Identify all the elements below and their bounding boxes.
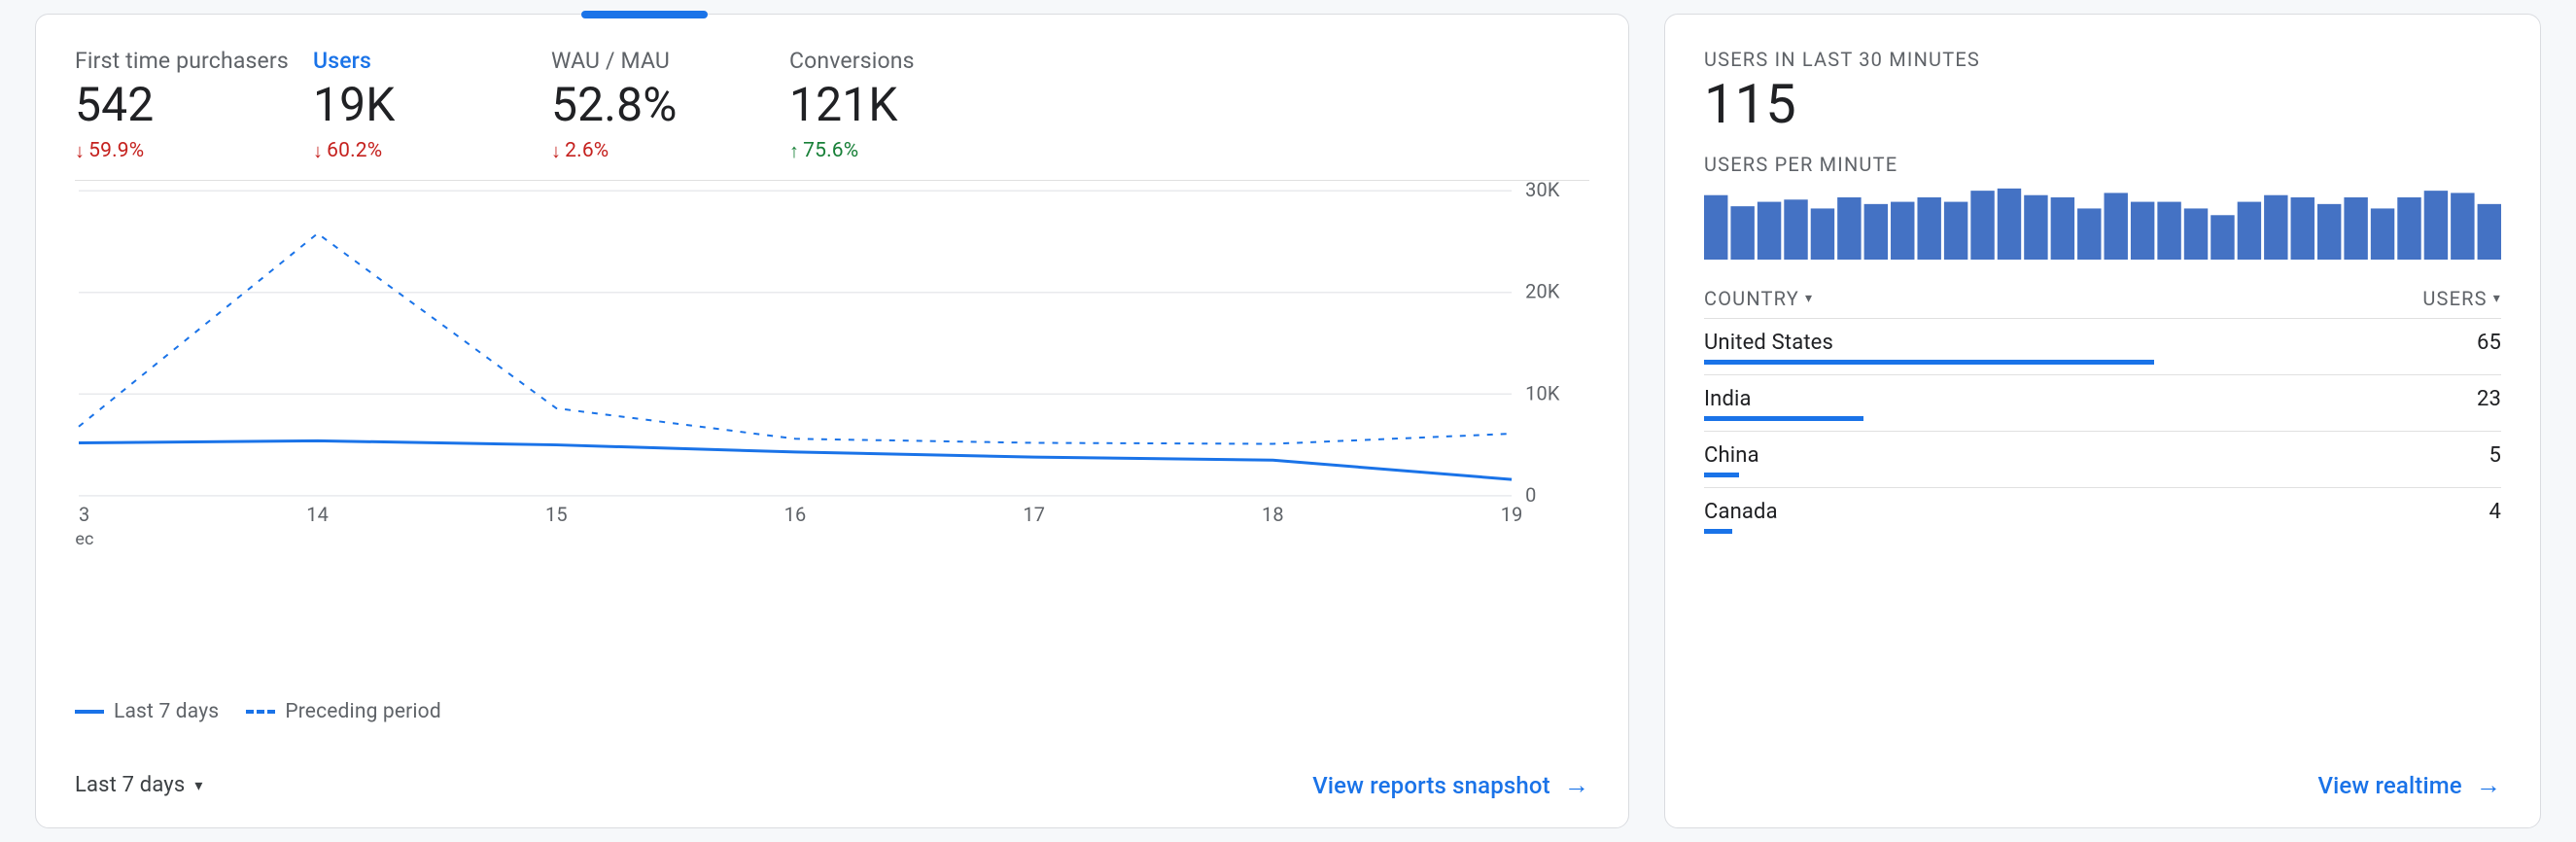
metric-conversions[interactable]: Conversions 121K ↑75.6% xyxy=(789,48,1027,162)
active-tab-indicator xyxy=(581,11,708,18)
metric-users[interactable]: Users 19K ↓60.2% xyxy=(313,48,551,162)
period-selector[interactable]: Last 7 days xyxy=(75,773,203,797)
metric-label: Conversions xyxy=(789,48,1027,74)
legend-item: Preceding period xyxy=(246,700,441,723)
legend-swatch xyxy=(75,710,104,714)
col-country-header[interactable]: COUNTRY xyxy=(1704,287,1813,310)
metric-delta-value: 60.2% xyxy=(327,139,382,162)
svg-text:0: 0 xyxy=(1525,483,1536,507)
country-users: 4 xyxy=(2489,500,2501,524)
country-bar xyxy=(1704,360,2154,365)
metric-delta: ↓2.6% xyxy=(551,139,789,162)
country-name: United States xyxy=(1704,331,1833,355)
country-bar xyxy=(1704,416,1863,421)
legend-swatch xyxy=(246,710,275,714)
metric-label: First time purchasers xyxy=(75,48,313,74)
realtime-card: USERS IN LAST 30 MINUTES 115 USERS PER M… xyxy=(1664,14,2541,828)
country-bar xyxy=(1704,473,1739,477)
country-name: China xyxy=(1704,443,1759,468)
rt-users-30min-value: 115 xyxy=(1704,77,2501,131)
link-label: View reports snapshot xyxy=(1312,772,1550,799)
arrow-down-icon: ↓ xyxy=(75,141,85,160)
users-per-minute-sparkbar xyxy=(1704,182,2501,260)
arrow-right-icon: → xyxy=(2476,770,2501,800)
chart-legend: Last 7 days Preceding period xyxy=(75,700,1589,723)
arrow-down-icon: ↓ xyxy=(313,141,323,160)
arrow-down-icon: ↓ xyxy=(551,141,561,160)
metric-delta-value: 2.6% xyxy=(565,139,609,162)
metrics-row: First time purchasers542↓59.9%Users19K↓6… xyxy=(75,48,1589,162)
legend-item: Last 7 days xyxy=(75,700,219,723)
legend-label: Preceding period xyxy=(285,700,441,723)
view-realtime-link[interactable]: View realtime → xyxy=(2317,770,2501,800)
legend-label: Last 7 days xyxy=(114,700,219,723)
country-users: 23 xyxy=(2477,387,2501,411)
svg-text:14: 14 xyxy=(306,503,329,526)
table-row[interactable]: China 5 xyxy=(1704,431,2501,487)
metric-value: 121K xyxy=(789,80,1027,131)
rt-table-header: COUNTRY USERS xyxy=(1704,287,2501,318)
svg-text:13: 13 xyxy=(75,503,89,526)
metric-value: 52.8% xyxy=(551,80,789,131)
rt-users-per-minute-label: USERS PER MINUTE xyxy=(1704,153,2501,176)
svg-text:18: 18 xyxy=(1262,503,1284,526)
link-label: View realtime xyxy=(2317,772,2461,799)
rt-table-body: United States 65 India 23 China 5 Canada 4 xyxy=(1704,318,2501,544)
metric-wau-mau[interactable]: WAU / MAU 52.8% ↓2.6% xyxy=(551,48,789,162)
table-row[interactable]: India 23 xyxy=(1704,374,2501,431)
svg-text:17: 17 xyxy=(1023,503,1045,526)
metric-delta: ↓59.9% xyxy=(75,139,313,162)
metric-delta-value: 75.6% xyxy=(803,139,858,162)
metric-value: 19K xyxy=(313,80,551,131)
svg-text:15: 15 xyxy=(545,503,568,526)
metric-delta: ↓60.2% xyxy=(313,139,551,162)
metric-delta: ↑75.6% xyxy=(789,139,1027,162)
metric-label: WAU / MAU xyxy=(551,48,789,74)
country-name: India xyxy=(1704,387,1752,411)
svg-text:10K: 10K xyxy=(1525,381,1560,404)
country-name: Canada xyxy=(1704,500,1778,524)
svg-text:16: 16 xyxy=(784,503,807,526)
country-bar xyxy=(1704,529,1732,534)
arrow-right-icon: → xyxy=(1564,770,1589,800)
metric-first-time-purchasers[interactable]: First time purchasers 542 ↓59.9% xyxy=(75,48,313,162)
svg-text:Dec: Dec xyxy=(75,529,94,549)
metric-delta-value: 59.9% xyxy=(88,139,144,162)
period-label: Last 7 days xyxy=(75,773,185,797)
country-users: 5 xyxy=(2489,443,2501,468)
view-reports-snapshot-link[interactable]: View reports snapshot → xyxy=(1312,770,1589,800)
col-users-header[interactable]: USERS xyxy=(2422,287,2501,310)
col-country-label: COUNTRY xyxy=(1704,287,1799,310)
chart-zone: 0 10K 20K 30K 13 Dec 14 15 16 17 18 19 xyxy=(75,180,1589,690)
overview-card: First time purchasers542↓59.9%Users19K↓6… xyxy=(35,14,1629,828)
rt-users-30min-label: USERS IN LAST 30 MINUTES xyxy=(1704,48,2501,71)
line-chart: 0 10K 20K 30K 13 Dec 14 15 16 17 18 19 xyxy=(75,181,1589,550)
svg-text:30K: 30K xyxy=(1525,181,1560,201)
table-row[interactable]: Canada 4 xyxy=(1704,487,2501,544)
arrow-up-icon: ↑ xyxy=(789,141,799,160)
country-users: 65 xyxy=(2477,331,2501,355)
col-users-label: USERS xyxy=(2422,287,2487,310)
metric-value: 542 xyxy=(75,80,313,131)
metric-label: Users xyxy=(313,48,551,74)
table-row[interactable]: United States 65 xyxy=(1704,318,2501,374)
svg-text:20K: 20K xyxy=(1525,280,1560,303)
svg-text:19: 19 xyxy=(1501,503,1523,526)
